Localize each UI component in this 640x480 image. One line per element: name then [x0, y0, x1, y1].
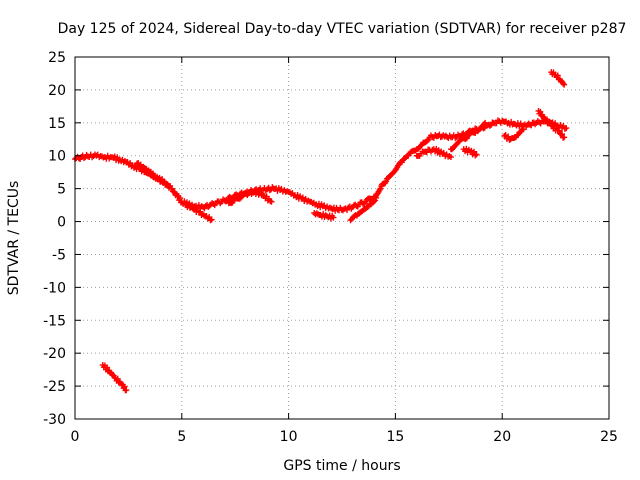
- y-tick-label: -20: [43, 346, 66, 362]
- data-point-fill: [555, 127, 562, 134]
- data-point-fill: [544, 116, 551, 123]
- y-tick-label: -30: [43, 412, 66, 428]
- x-tick-label: 20: [493, 429, 511, 445]
- x-tick-label: 0: [71, 429, 80, 445]
- data-point-fill: [80, 155, 87, 162]
- x-tick-label: 15: [386, 429, 404, 445]
- data-point-fill: [207, 217, 214, 224]
- y-tick-label: 0: [57, 215, 66, 231]
- data-point: [268, 198, 275, 205]
- y-tick-label: -10: [43, 280, 66, 296]
- data-point-fill: [169, 185, 176, 192]
- x-tick-label: 10: [280, 429, 298, 445]
- data-point-fill: [486, 122, 493, 129]
- tick-layer: 0 5 10 15 20 25 25 20 15 10 5 0 -5 -10 -15 -20 -25 -30: [43, 50, 618, 445]
- data-point: [123, 387, 130, 394]
- data-point-fill: [472, 152, 479, 159]
- data-point-fill: [424, 137, 431, 144]
- data-point-fill: [114, 375, 121, 382]
- y-tick-label: -25: [43, 379, 66, 395]
- y-tick-label: 25: [48, 50, 66, 66]
- data-point: [561, 134, 568, 141]
- data-point: [520, 126, 527, 133]
- x-tick-label: 5: [177, 429, 186, 445]
- data-point: [373, 194, 380, 201]
- x-tick-label: 25: [600, 429, 618, 445]
- data-point-fill: [364, 203, 371, 210]
- data-point: [482, 119, 489, 126]
- chart-title: Day 125 of 2024, Sidereal Day-to-day VTE…: [58, 21, 627, 37]
- data-point-fill: [267, 198, 274, 205]
- data-point-fill: [104, 364, 111, 371]
- data-point: [563, 125, 570, 132]
- grid-layer: [75, 57, 609, 419]
- y-tick-label: -5: [52, 247, 66, 263]
- data-point: [208, 216, 215, 223]
- y-tick-label: 10: [48, 149, 66, 165]
- data-point: [561, 81, 568, 88]
- y-tick-label: 5: [57, 182, 66, 198]
- y-tick-label: 15: [48, 116, 66, 132]
- data-point-fill: [537, 108, 544, 115]
- data-point-fill: [195, 202, 202, 209]
- data-point: [447, 154, 454, 161]
- data-point-fill: [121, 383, 128, 390]
- data-point: [473, 151, 480, 158]
- x-axis-label: GPS time / hours: [283, 458, 400, 474]
- data-point-fill: [554, 72, 561, 79]
- data-point-fill: [560, 80, 567, 87]
- plot-frame: [74, 56, 610, 420]
- data-point-fill: [236, 195, 243, 202]
- data-point-fill: [371, 198, 378, 205]
- data-points-layer: [72, 69, 570, 394]
- data-point-fill: [559, 131, 566, 138]
- data-point: [330, 214, 337, 221]
- y-tick-label: 20: [48, 83, 66, 99]
- data-point-fill: [266, 187, 273, 194]
- y-axis-label: SDTVAR / TECUs: [6, 181, 22, 296]
- y-tick-label: -15: [43, 313, 66, 329]
- data-point-fill: [177, 195, 184, 202]
- data-point: [165, 183, 172, 190]
